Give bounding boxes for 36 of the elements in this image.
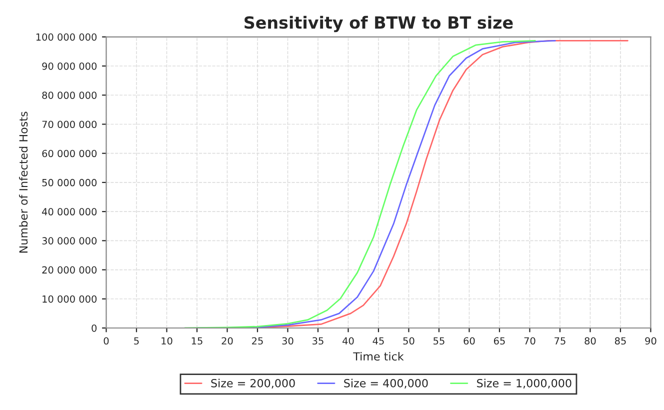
- x-tick-label: 85: [614, 337, 626, 345]
- y-tick-label: 100 000 000: [36, 33, 97, 41]
- x-tick-label: 60: [464, 337, 475, 345]
- y-tick-label: 10 000 000: [42, 295, 97, 303]
- y-axis-title: Number of Infected Hosts: [19, 112, 28, 253]
- y-tick-label: 0: [92, 324, 97, 332]
- x-tick-label: 35: [312, 337, 324, 345]
- y-tick-label: 60 000 000: [42, 150, 97, 158]
- x-tick-label: 55: [434, 337, 444, 345]
- legend-label: Size = 400,000: [344, 378, 428, 388]
- x-tick-label: 80: [584, 337, 596, 345]
- x-tick-label: 30: [282, 337, 294, 345]
- y-tick-label: 70 000 000: [42, 120, 97, 128]
- x-axis-title: Time tick: [353, 352, 404, 361]
- x-tick-label: 0: [104, 337, 109, 345]
- x-tick-label: 75: [554, 337, 566, 345]
- x-tick-label: 20: [222, 337, 233, 345]
- x-tick-label: 10: [162, 337, 172, 345]
- x-tick-label: 90: [645, 337, 656, 345]
- x-tick-label: 70: [524, 337, 536, 345]
- x-tick-label: 45: [372, 337, 384, 345]
- y-tick-label: 40 000 000: [42, 208, 97, 216]
- x-tick-label: 25: [252, 337, 263, 345]
- x-tick-label: 5: [134, 337, 139, 345]
- y-tick-label: 30 000 000: [42, 237, 97, 244]
- legend-label: Size = 1,000,000: [477, 378, 572, 388]
- y-tick-label: 20 000 000: [42, 266, 97, 274]
- chart-title: Sensitivity of BTW to BT size: [244, 16, 513, 32]
- x-tick-label: 65: [494, 337, 505, 345]
- legend-label: Size = 200,000: [211, 378, 295, 388]
- x-tick-label: 15: [192, 337, 202, 345]
- y-tick-label: 90 000 000: [42, 62, 97, 70]
- x-tick-label: 40: [342, 337, 354, 345]
- y-tick-label: 50 000 000: [42, 178, 97, 186]
- x-tick-label: 50: [403, 337, 414, 345]
- y-tick-label: 80 000 000: [42, 92, 97, 99]
